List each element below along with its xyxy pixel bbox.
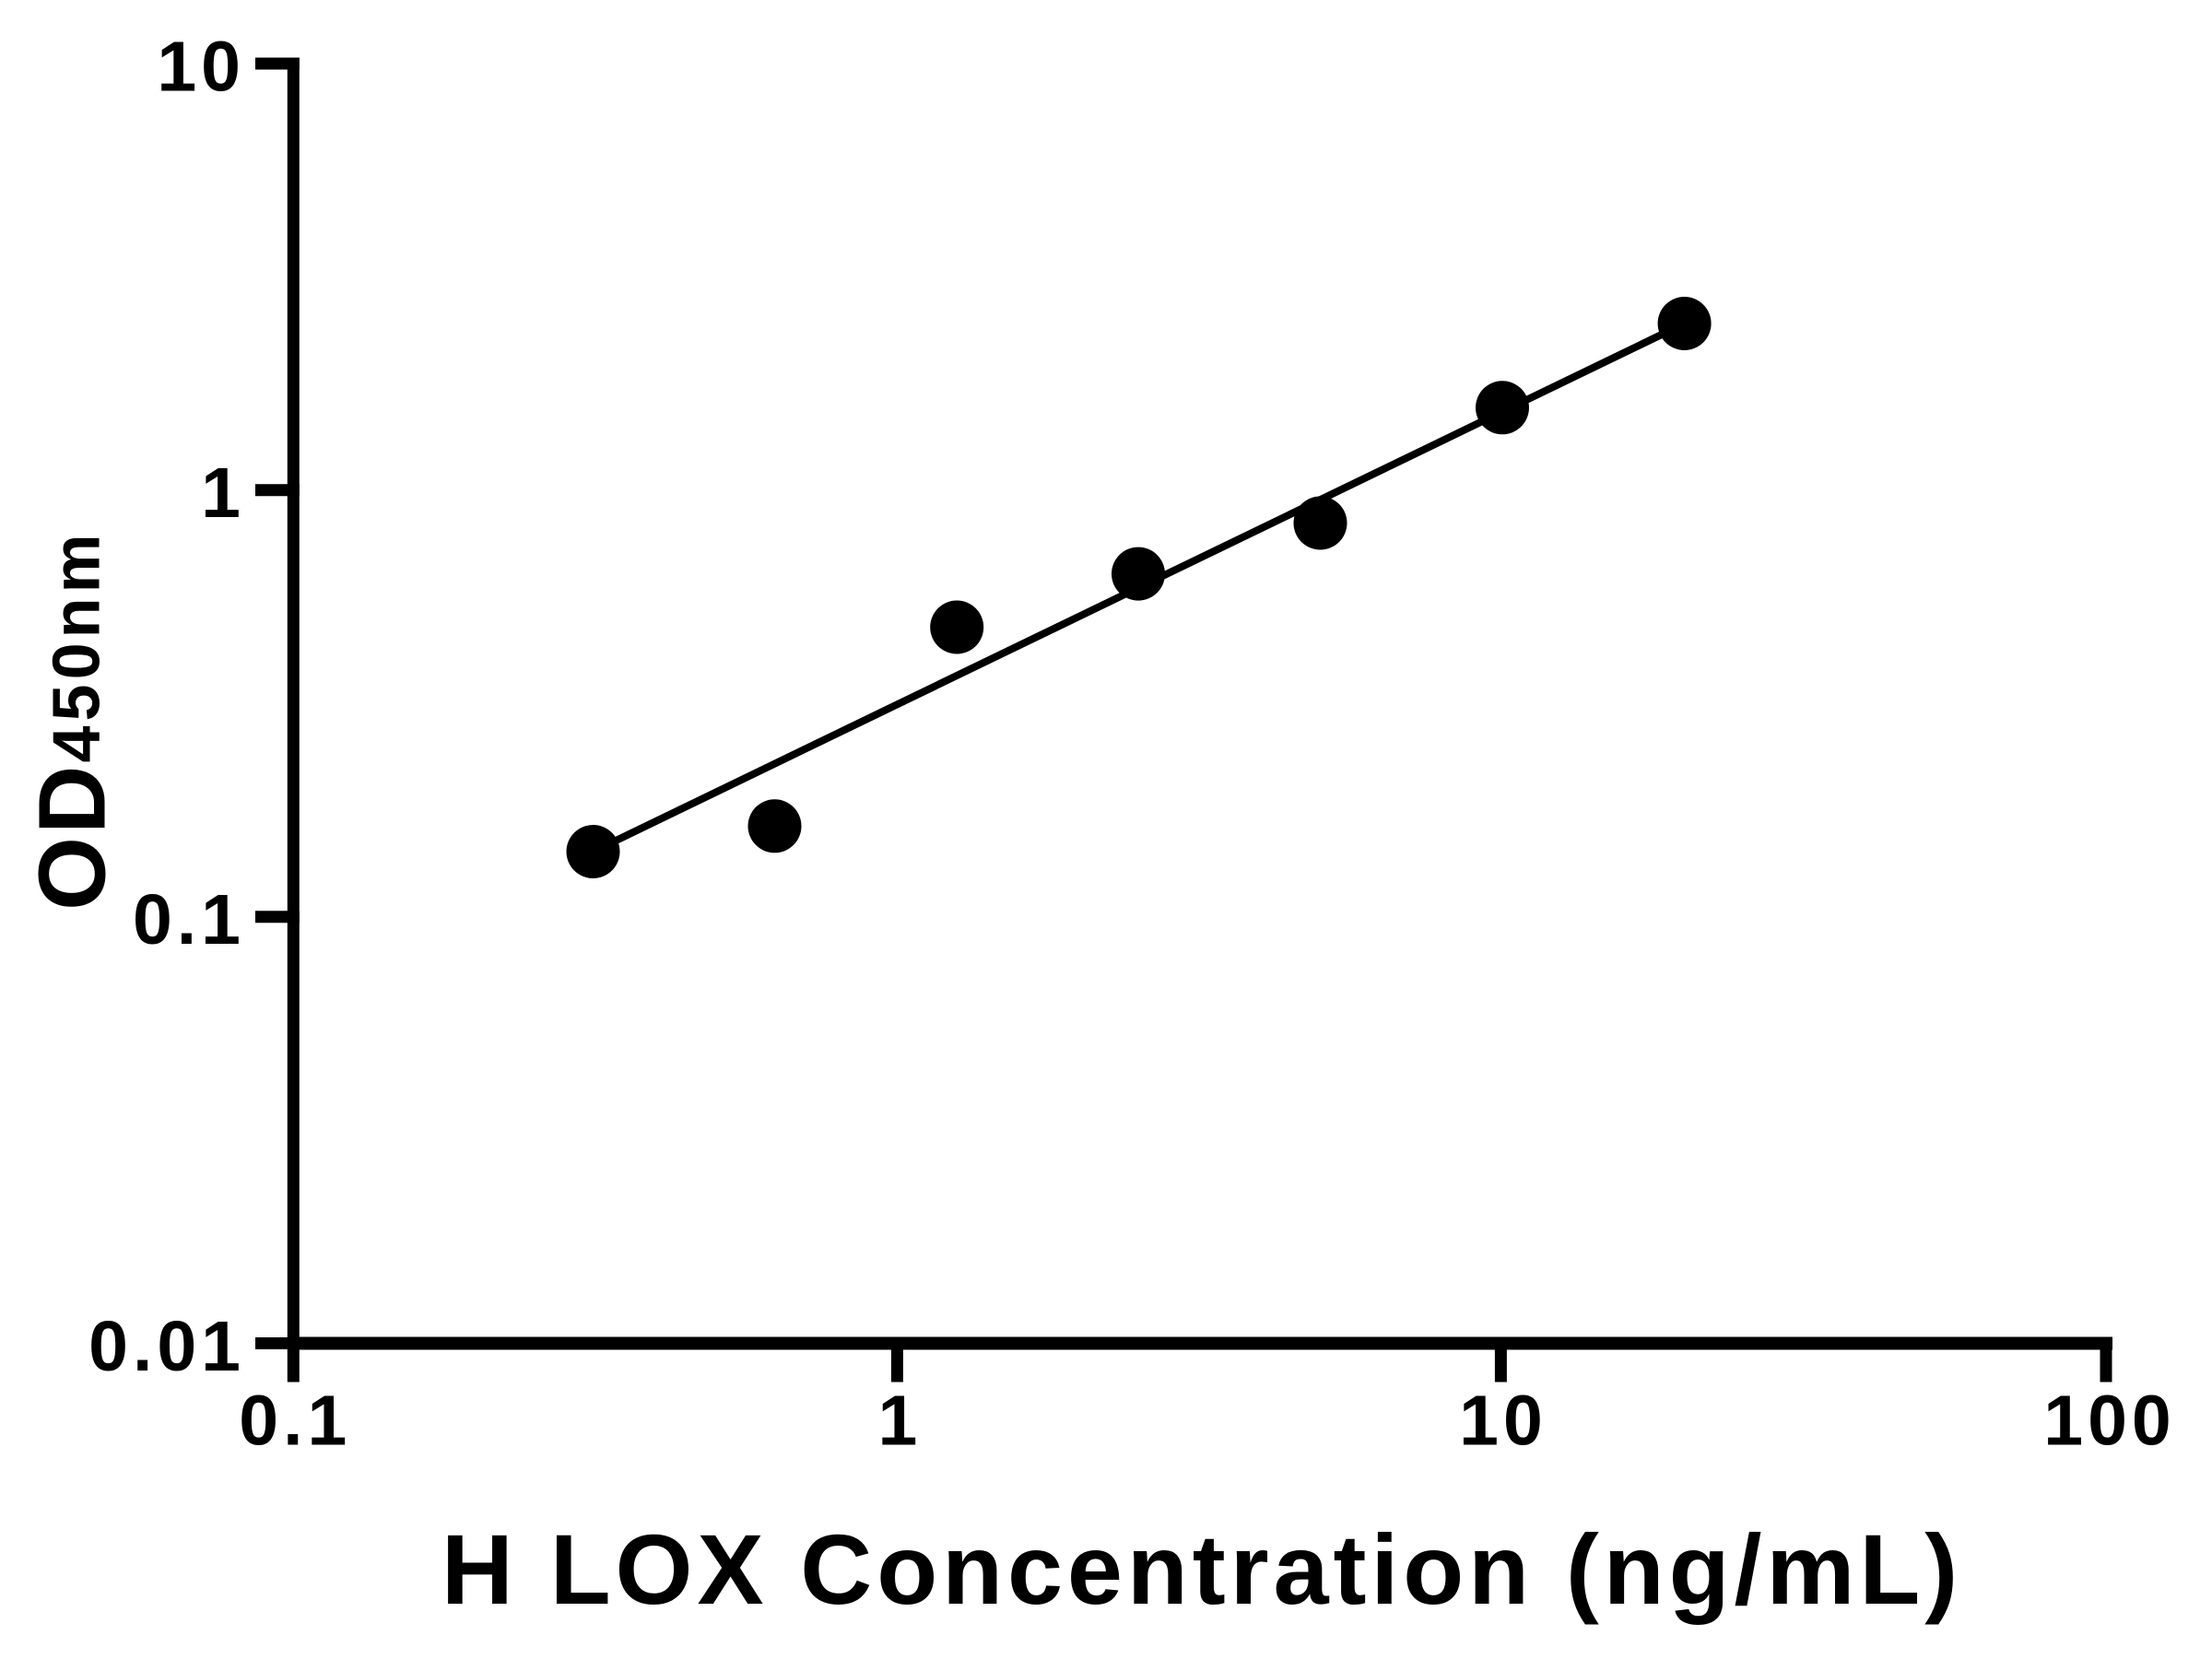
svg-text:H LOX Concentration (ng/mL): H LOX Concentration (ng/mL) <box>441 1513 1962 1625</box>
svg-text:10: 10 <box>157 27 245 106</box>
svg-text:0.1: 0.1 <box>133 880 245 959</box>
svg-text:0.1: 0.1 <box>239 1382 351 1461</box>
svg-text:1: 1 <box>201 453 245 533</box>
svg-text:100: 100 <box>2043 1382 2175 1461</box>
svg-text:10: 10 <box>1459 1382 1547 1461</box>
svg-text:1: 1 <box>877 1382 922 1461</box>
svg-text:0.01: 0.01 <box>88 1307 245 1386</box>
